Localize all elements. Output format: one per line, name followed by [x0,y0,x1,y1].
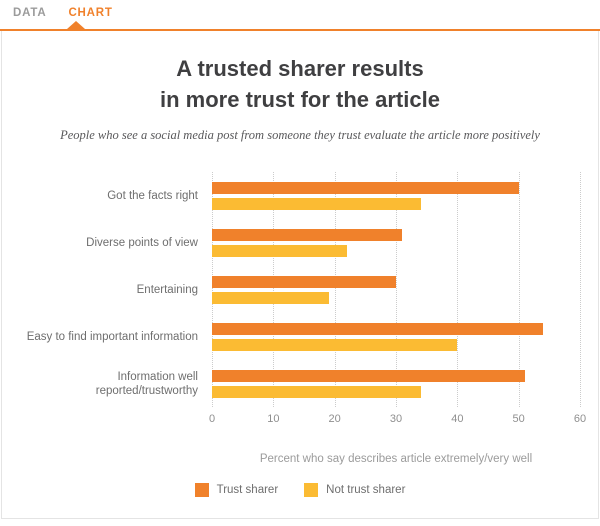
legend-swatch-not-trust-sharer [304,483,319,497]
legend-label: Trust sharer [216,484,279,496]
gridline-30 [396,172,397,407]
tab-chart[interactable]: CHART [68,6,113,19]
bar-trust-sharer[interactable] [212,275,396,288]
chart-title-line2: in more trust for the article [160,87,440,112]
gridlines [212,172,581,407]
x-tick-60: 60 [573,413,587,425]
bar-group [212,369,580,398]
legend-item-not-trust-sharer[interactable]: Not trust sharer [304,483,405,497]
bar-not-trust-sharer[interactable] [212,244,347,257]
category-label: Got the facts right [107,189,198,202]
category-label: Diverse points of view [86,236,198,249]
bar-group [212,275,580,304]
bar-group [212,228,580,257]
gridline-60 [580,172,581,407]
bar-chart: Got the facts right Diverse points of vie… [2,172,598,497]
gridline-0 [212,172,213,407]
chart-title-line1: A trusted sharer results [176,56,424,81]
chart-title: A trusted sharer results in more trust fo… [10,53,590,115]
x-tick-50: 50 [512,413,525,425]
gridline-10 [273,172,275,407]
chart-subtitle: People who see a social media post from … [60,128,540,142]
x-tick-30: 30 [389,413,403,425]
bar-not-trust-sharer[interactable] [212,338,458,351]
bar-not-trust-sharer[interactable] [212,291,329,304]
tab-bar: DATA CHART [0,0,600,31]
x-axis-label: Percent who say describes article extrem… [259,453,533,465]
bar-trust-sharer[interactable] [212,369,525,382]
tab-data[interactable]: DATA [13,6,47,19]
bar-group [212,181,580,210]
x-tick-40: 40 [451,413,464,425]
bar-trust-sharer[interactable] [212,228,403,241]
bar-trust-sharer[interactable] [212,181,519,194]
category-label: Information well reported/trustworthy [95,370,198,397]
gridline-50 [518,172,520,407]
legend: Trust sharer Not trust sharer [2,483,598,497]
chart-row: Information well reported/trustworthy [2,360,598,407]
legend-label: Not trust sharer [326,484,406,496]
category-label: Entertaining [136,283,198,296]
chart-row: Got the facts right [2,172,598,219]
legend-swatch-trust-sharer [194,483,209,497]
chart-row: Diverse points of view [2,219,598,266]
gridline-20 [334,172,336,407]
bar-group [212,322,580,351]
active-tab-pointer-icon [67,21,85,29]
chart-row: Easy to find important information [2,313,598,360]
chart-row: Entertaining [2,266,598,313]
chart-panel: A trusted sharer results in more trust fo… [1,31,599,519]
chart-rows: Got the facts right Diverse points of vie… [2,172,598,407]
x-tick-20: 20 [328,413,341,425]
x-axis-ticks: 0 10 20 30 40 50 60 [208,413,586,427]
category-label: Easy to find important information [26,330,198,343]
bar-trust-sharer[interactable] [212,322,544,335]
bar-not-trust-sharer[interactable] [212,385,421,398]
x-tick-0: 0 [208,413,216,425]
x-tick-10: 10 [267,413,280,425]
bar-not-trust-sharer[interactable] [212,197,421,210]
legend-item-trust-sharer[interactable]: Trust sharer [194,483,279,497]
gridline-40 [457,172,459,407]
